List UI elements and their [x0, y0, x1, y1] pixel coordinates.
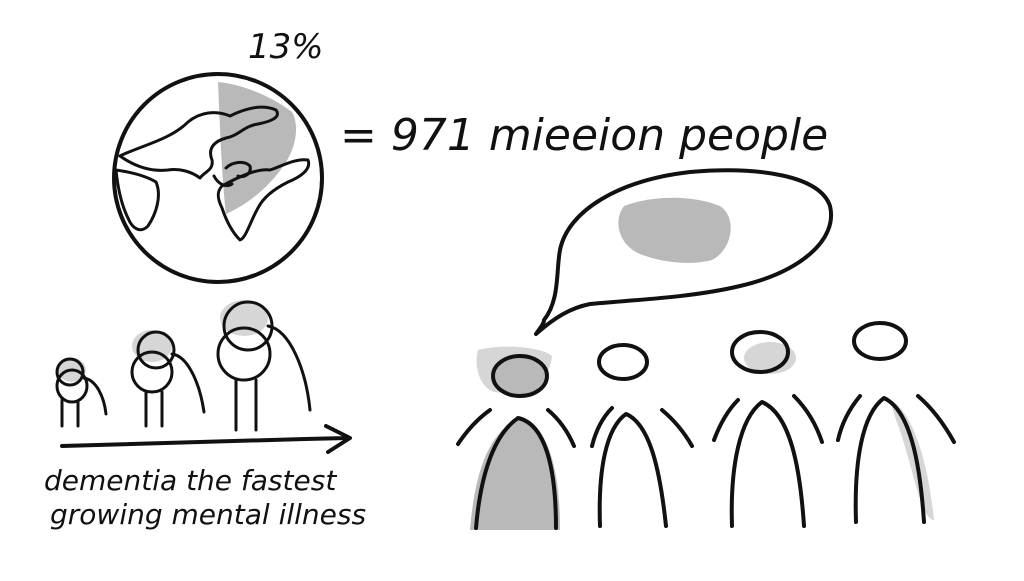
speech-bubble-shading	[618, 197, 731, 263]
speech-bubble	[534, 168, 834, 336]
person-highlighted	[456, 346, 576, 530]
person	[590, 343, 694, 528]
person	[836, 321, 956, 524]
equation-text: = 971 mieeion people	[340, 110, 828, 161]
figure-medium	[130, 330, 206, 428]
growth-figures	[55, 300, 352, 454]
caption-line-2: growing mental illness	[50, 498, 366, 531]
globe-shaded-slice	[218, 82, 297, 214]
people-group	[456, 321, 956, 530]
globe-icon	[112, 72, 324, 284]
caption-line-1: dementia the fastest	[44, 464, 337, 497]
figure-large	[216, 300, 312, 432]
percent-label: 13%	[248, 27, 324, 67]
growth-arrow	[60, 424, 352, 454]
figure-small	[55, 357, 108, 428]
person	[712, 330, 824, 528]
